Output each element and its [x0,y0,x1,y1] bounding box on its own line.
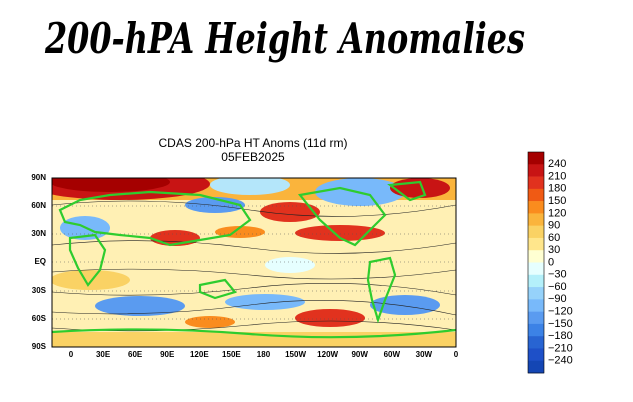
colorbar-label: 120 [548,207,566,219]
colorbar-label: −180 [548,330,573,342]
lon-label: 60E [128,350,143,359]
colorbar-swatch [528,213,544,226]
colorbar-label: −120 [548,306,573,318]
colorbar-label: 0 [548,256,554,268]
colorbar-label: −60 [548,281,567,293]
lon-label: 180 [257,350,271,359]
banner-title: 200-hPA Height Anomalies [44,14,525,63]
colorbar-label: 240 [548,158,566,170]
colorbar-label: −30 [548,269,567,281]
lat-label: 90S [32,342,47,351]
plot-title: CDAS 200-hPa HT Anoms (11d rm) [159,136,348,150]
colorbar-label: −240 [548,355,573,367]
lon-label: 120W [317,350,338,359]
colorbar-label: −90 [548,293,567,305]
lon-label: 90E [160,350,175,359]
colorbar-label: 30 [548,244,560,256]
map-frame [51,177,457,348]
colorbar-swatch [528,311,544,325]
colorbar-label: 90 [548,220,560,232]
lon-label: 0 [454,350,459,359]
lon-label: 150W [285,350,306,359]
colorbar-swatch [528,299,544,312]
colorbar-label: 180 [548,183,566,195]
lon-label: 30W [416,350,433,359]
lon-label: 0 [69,350,74,359]
lon-label: 90W [351,350,368,359]
colorbar-swatch [528,287,544,300]
lat-label: 90N [31,173,46,182]
colorbar-swatch [528,237,544,251]
colorbar-swatch [528,176,544,190]
colorbar-swatch [528,152,544,165]
colorbar-label: 60 [548,232,560,244]
colorbar-label: 210 [548,170,566,182]
colorbar-swatch [528,201,544,214]
colorbar-swatch [528,360,544,374]
colorbar-swatch [528,164,544,177]
lat-label: EQ [34,257,46,266]
colorbar-swatch [528,225,544,239]
map-field [52,178,456,347]
colorbar-frame [527,151,545,374]
lat-label: 60S [32,314,47,323]
colorbar-label: 150 [548,195,566,207]
lon-label: 120E [190,350,209,359]
colorbar-label: −210 [548,342,573,354]
colorbar-swatch [528,336,544,349]
colorbar-label: −150 [548,318,573,330]
colorbar-swatch [528,348,544,362]
colorbar-swatch [528,262,544,276]
lon-label: 60W [384,350,401,359]
colorbar: 2402101801501209060300−30−60−90−120−150−… [527,151,573,374]
lon-label: 150E [222,350,241,359]
colorbar-swatch [528,274,544,288]
lat-label: 30S [32,286,47,295]
lon-label: 30E [96,350,111,359]
plot-date: 05FEB2025 [221,150,285,164]
colorbar-swatch [528,250,544,263]
lat-label: 60N [31,201,46,210]
lat-label: 30N [31,229,46,238]
colorbar-swatch [528,323,544,337]
colorbar-swatch [528,188,544,202]
